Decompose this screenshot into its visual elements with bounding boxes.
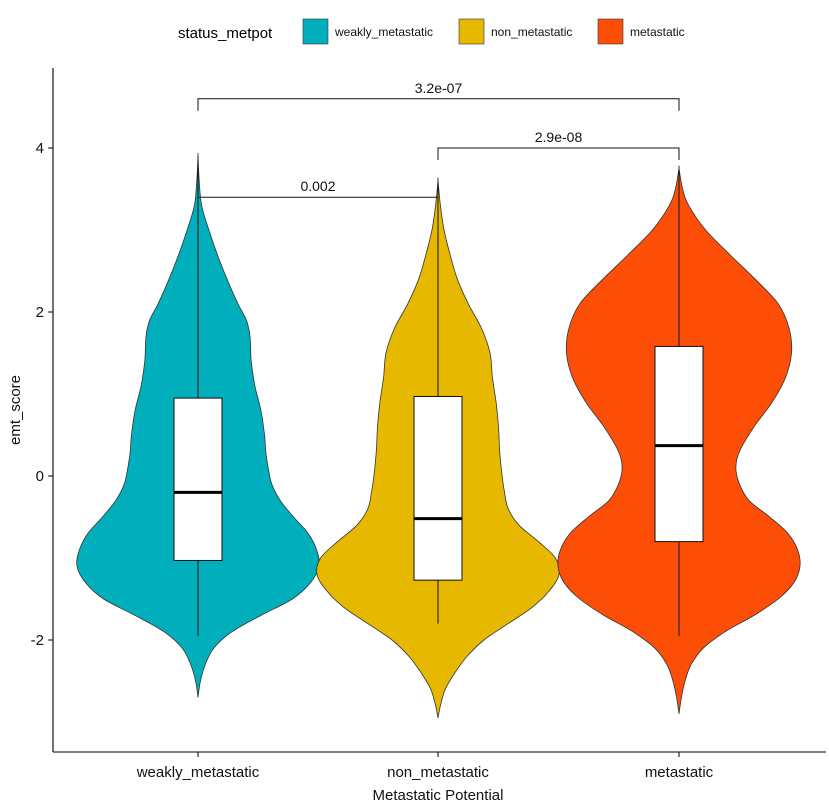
axes: -2 0 2 4 weakly_metastatic non_metastatic met… xyxy=(31,68,826,781)
x-ticks: weakly_metastatic non_metastatic metastati… xyxy=(136,752,714,781)
legend-entries: weakly_metastatic non_metastatic metastati… xyxy=(302,18,685,45)
bracket-non_metastatic-metastatic xyxy=(437,147,680,160)
legend-title: status_metpot xyxy=(178,25,273,42)
bracket-weakly_metastatic-non_metastatic xyxy=(197,196,439,210)
y-tick-label-4: 4 xyxy=(36,140,44,157)
legend-label-non_metastatic: non_metastatic xyxy=(491,25,572,39)
legend-swatch-weakly_metastatic xyxy=(302,18,329,45)
significance-brackets: 0.002 2.9e-08 3.2e-07 xyxy=(197,80,680,210)
legend-label-metastatic: metastatic xyxy=(630,25,685,39)
x-axis-title: Metastatic Potential xyxy=(373,787,504,804)
boxplots xyxy=(173,156,704,636)
legend-swatch-non_metastatic xyxy=(458,18,485,45)
box-non_metastatic xyxy=(413,395,463,581)
x-tick-label-non_metastatic: non_metastatic xyxy=(387,764,489,781)
y-tick-label-2: 2 xyxy=(36,304,44,321)
plot-area: 0.002 2.9e-08 3.2e-07 xyxy=(76,80,801,718)
bracket-weakly_metastatic-metastatic xyxy=(197,98,680,111)
pvalue-label-weakly_metastatic-non_metastatic: 0.002 xyxy=(300,178,335,194)
pvalue-label-non_metastatic-metastatic: 2.9e-08 xyxy=(535,129,583,145)
box-metastatic xyxy=(654,345,704,543)
y-tick-label--2: -2 xyxy=(31,632,44,649)
y-tick-label-0: 0 xyxy=(36,468,44,485)
y-ticks: -2 0 2 4 xyxy=(31,140,53,649)
legend: status_metpot weakly_metastatic non_metas… xyxy=(178,18,685,45)
pvalue-label-weakly_metastatic-metastatic: 3.2e-07 xyxy=(415,80,463,96)
y-axis-title: emt_score xyxy=(7,375,24,445)
box-weakly_metastatic xyxy=(173,397,223,561)
legend-swatch-metastatic xyxy=(597,18,624,45)
x-tick-label-metastatic: metastatic xyxy=(645,764,714,781)
x-tick-label-weakly_metastatic: weakly_metastatic xyxy=(136,764,260,781)
legend-label-weakly_metastatic: weakly_metastatic xyxy=(334,25,433,39)
